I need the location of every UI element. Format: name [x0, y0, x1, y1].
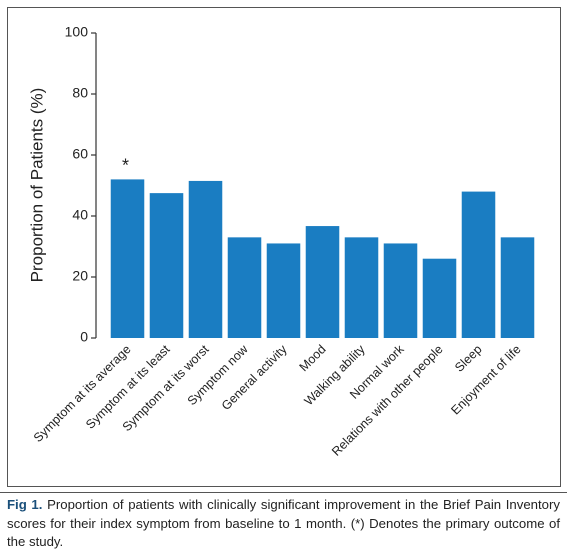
bar [500, 237, 535, 338]
bar [305, 226, 340, 338]
bar [266, 243, 301, 338]
bar [344, 237, 379, 338]
caption-text: Proportion of patients with clinically s… [7, 497, 560, 549]
x-tick-label: Mood [297, 342, 329, 374]
bar [188, 180, 223, 338]
caption: Fig 1. Proportion of patients with clini… [7, 496, 560, 552]
caption-label: Fig 1. [7, 497, 43, 512]
y-tick-label: 40 [72, 207, 88, 223]
x-tick-label: Enjoyment of life [448, 342, 523, 417]
bar [461, 191, 496, 338]
annotation: * [122, 155, 129, 175]
y-axis-label: Proportion of Patients (%) [27, 88, 46, 283]
bar [227, 237, 262, 338]
y-tick-label: 80 [72, 85, 88, 101]
x-tick-label: Sleep [452, 342, 485, 375]
y-tick-label: 0 [80, 329, 88, 345]
y-tick-label: 20 [72, 268, 88, 284]
chart: Proportion of Patients (%) 0 20 40 60 80 100 S… [0, 7, 567, 493]
y-tick-label: 60 [72, 146, 88, 162]
bar [110, 179, 145, 338]
bar [422, 258, 457, 338]
bar [149, 193, 184, 338]
bar [383, 243, 418, 338]
y-tick-label: 100 [65, 24, 89, 40]
frame [7, 7, 561, 487]
